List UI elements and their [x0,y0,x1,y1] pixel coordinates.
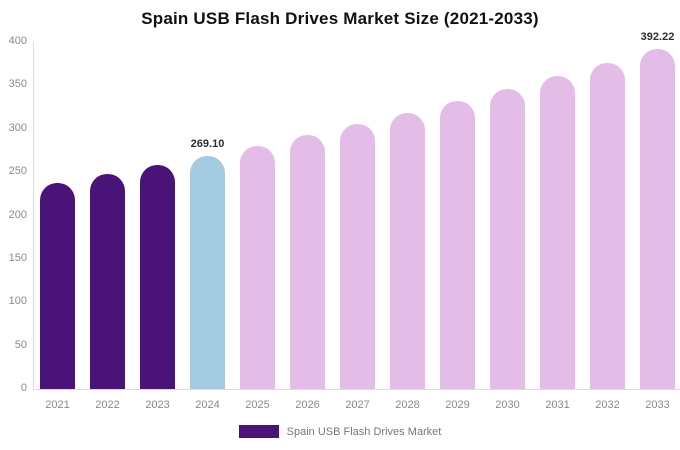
x-axis-label-2024: 2024 [195,399,220,411]
x-axis-label-2027: 2027 [345,399,370,411]
bar-2027[interactable] [340,124,375,389]
bar-2033[interactable] [640,48,675,389]
y-tick-label-300: 300 [8,121,27,134]
y-tick-label-350: 350 [8,78,27,91]
y-tick-label-250: 250 [8,165,27,178]
legend-swatch [238,425,279,438]
bar-2025[interactable] [240,145,275,389]
x-axis-label-2021: 2021 [45,399,70,411]
plot-area: 269.10 392.22 [33,31,677,389]
y-tick-label-400: 400 [8,35,27,47]
y-tick-label-200: 200 [8,208,27,221]
y-axis-line [33,42,34,389]
bar-2021[interactable] [40,183,75,389]
bar-value-label-2033: 392.22 [640,30,675,43]
legend-label: Spain USB Flash Drives Market [286,425,442,438]
bar-2028[interactable] [390,113,425,389]
y-tick-label-0: 0 [20,382,27,394]
x-axis-label-2030: 2030 [495,399,520,411]
y-tick-label-50: 50 [14,338,27,351]
bar-2022[interactable] [90,174,125,389]
bar-2029[interactable] [440,101,475,389]
chart-title: Spain USB Flash Drives Market Size (2021… [141,9,539,28]
x-axis-label-2025: 2025 [245,399,270,411]
bar-2030[interactable] [490,88,525,389]
y-tick-label-150: 150 [8,251,27,264]
x-axis-label-2026: 2026 [295,399,320,411]
x-axis-label-2032: 2032 [595,399,620,411]
x-axis-label-2029: 2029 [445,399,470,411]
x-axis-label-2028: 2028 [395,399,420,411]
bar-2031[interactable] [540,76,575,389]
x-axis-label-2022: 2022 [95,399,120,411]
bar-2023[interactable] [140,165,175,389]
x-axis-label-2033: 2033 [645,399,670,411]
bar-2026[interactable] [290,135,325,389]
x-axis-label-2031: 2031 [545,399,570,411]
x-axis-label-2023: 2023 [145,399,170,411]
y-tick-label-100: 100 [8,295,27,308]
bar-2024[interactable] [190,155,225,389]
bar-value-label-2024: 269.10 [190,137,225,150]
x-axis-line [33,389,680,390]
bar-2032[interactable] [590,62,625,389]
legend[interactable]: Spain USB Flash Drives Market [0,425,680,438]
